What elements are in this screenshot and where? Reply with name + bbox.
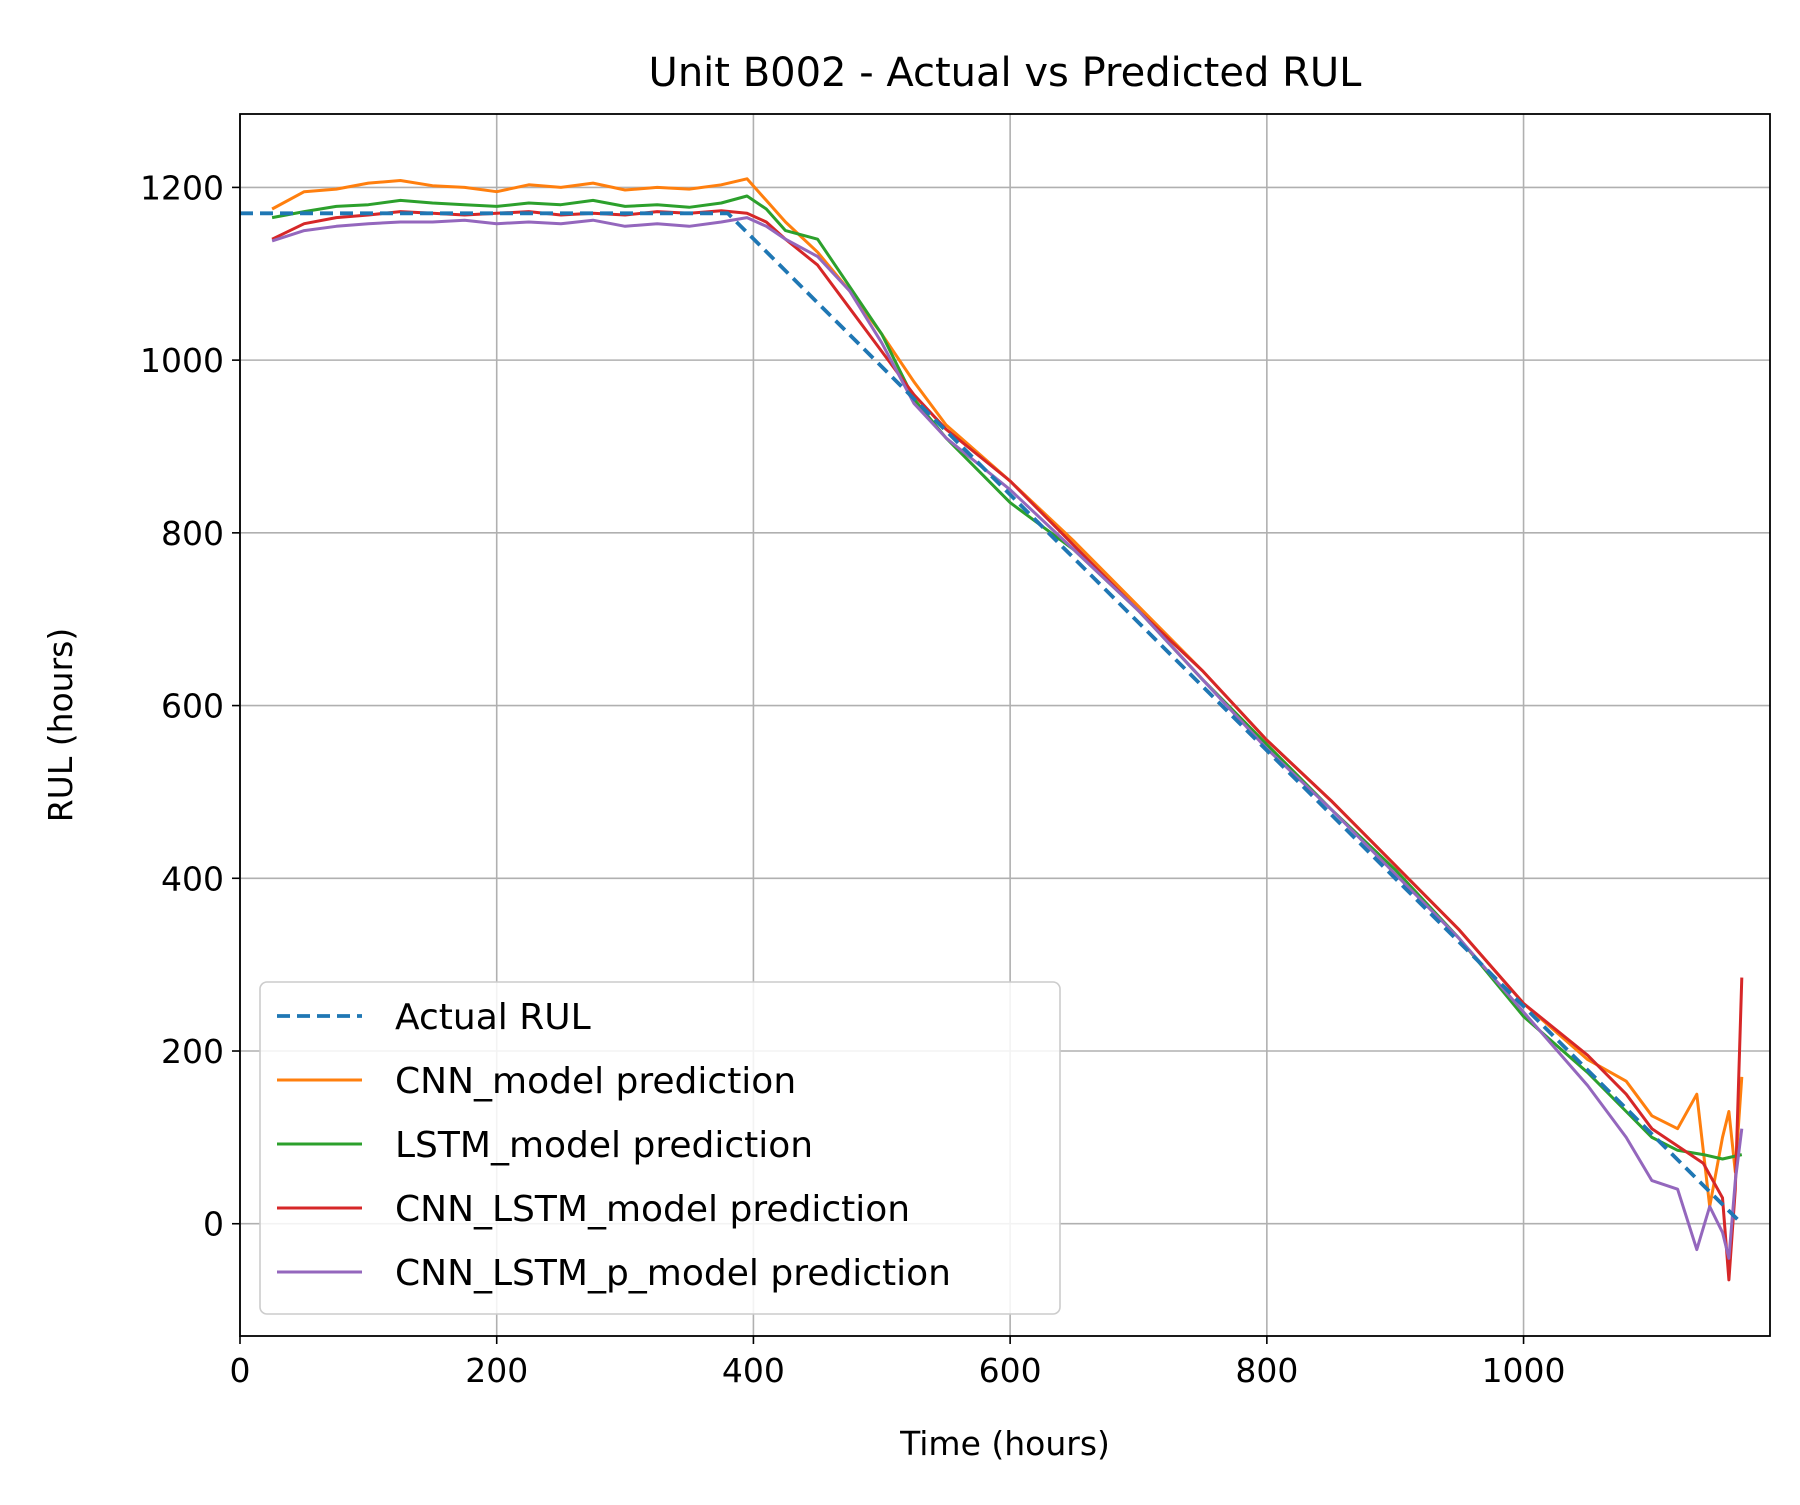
- x-tick-label: 800: [1235, 1351, 1298, 1390]
- legend: Actual RUL CNN_model prediction LSTM_model…: [259, 981, 1061, 1315]
- axis-ticks: 0 200 400 600 800 1000 0 200 400 600 800 1000 1200: [140, 168, 1566, 1390]
- series-layer: [240, 177, 1744, 1282]
- legend-label: Actual RUL: [395, 997, 591, 1038]
- x-tick-label: 200: [465, 1351, 528, 1390]
- series-line-0: [240, 211, 1744, 1226]
- x-tick-label: 1000: [1482, 1351, 1566, 1390]
- plot-frame: [239, 113, 1771, 1337]
- x-tick-label: 0: [230, 1351, 251, 1390]
- series-line-4: [271, 216, 1744, 1260]
- legend-box: [259, 981, 1061, 1315]
- series-line-1: [271, 177, 1744, 1208]
- y-axis-label: RUL (hours): [41, 628, 80, 823]
- series-line-2: [271, 194, 1743, 1161]
- x-tick-label: 600: [979, 1351, 1042, 1390]
- y-tick-label: 0: [203, 1205, 224, 1244]
- y-tick-label: 200: [161, 1032, 224, 1071]
- chart-title: Unit B002 - Actual vs Predicted RUL: [649, 50, 1363, 96]
- legend-label: CNN_LSTM_model prediction: [395, 1189, 910, 1230]
- y-tick-label: 1000: [140, 341, 224, 380]
- legend-label: LSTM_model prediction: [395, 1125, 813, 1166]
- x-tick-label: 400: [722, 1351, 785, 1390]
- x-axis-label: Time (hours): [899, 1424, 1110, 1463]
- y-tick-label: 800: [161, 514, 224, 553]
- y-tick-label: 400: [161, 859, 224, 898]
- grid: [239, 114, 1770, 1336]
- legend-label: CNN_model prediction: [395, 1061, 796, 1102]
- y-tick-label: 1200: [140, 168, 224, 207]
- y-tick-label: 600: [161, 687, 224, 726]
- legend-label: CNN_LSTM_p_model prediction: [395, 1253, 951, 1294]
